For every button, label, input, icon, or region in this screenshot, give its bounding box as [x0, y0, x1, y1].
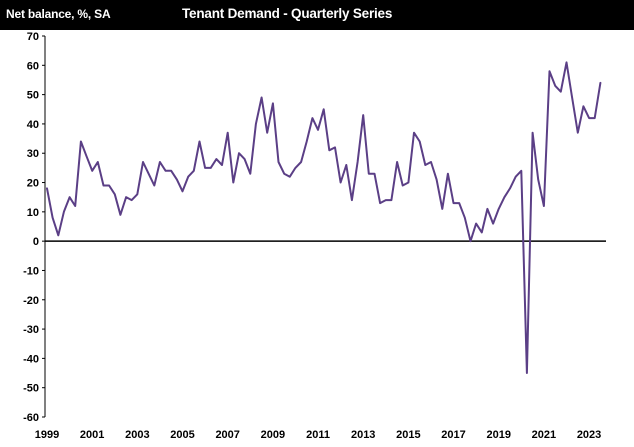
- x-tick-label: 2021: [532, 429, 556, 441]
- x-tick-label: 2015: [396, 429, 420, 441]
- x-tick-label: 2003: [125, 429, 149, 441]
- y-tick-label: -60: [23, 412, 39, 424]
- x-tick-label: 2001: [80, 429, 104, 441]
- y-tick-label: 70: [27, 31, 39, 43]
- x-tick-label: 2005: [170, 429, 194, 441]
- x-tick-label: 2009: [261, 429, 285, 441]
- y-tick-labels: 70 60 50 40 30 20 10 0 -10 -20 -30 -40 -50 -60: [23, 31, 45, 424]
- y-tick-label: 0: [33, 236, 39, 248]
- y-tick-label: -30: [23, 324, 39, 336]
- y-tick-label: 10: [27, 207, 39, 219]
- y-tick-label: 50: [27, 90, 39, 102]
- x-tick-label: 2023: [577, 429, 601, 441]
- x-tick-label: 1999: [35, 429, 59, 441]
- series-group: [46, 61, 602, 374]
- y-tick-label: -50: [23, 383, 39, 395]
- y-tick-label: 60: [27, 60, 39, 72]
- y-tick-label: 40: [27, 119, 39, 131]
- y-tick-label: 30: [27, 148, 39, 160]
- x-tick-label: 2013: [351, 429, 375, 441]
- x-tick-label: 2011: [306, 429, 330, 441]
- x-tick-label: 2017: [441, 429, 465, 441]
- y-axis-label: Net balance, %, SA: [6, 7, 111, 21]
- chart-title: Tenant Demand - Quarterly Series: [182, 6, 393, 21]
- y-tick-label: -20: [23, 295, 39, 307]
- y-tick-label: -10: [23, 265, 39, 277]
- x-tick-labels: 1999 2001 2003 2005 2007 2009 2011 2013 2015 2017…: [35, 429, 602, 441]
- x-tick-label: 2007: [215, 429, 239, 441]
- y-tick-label: -40: [23, 353, 39, 365]
- y-tick-label: 20: [27, 178, 39, 190]
- series-line: [46, 61, 602, 374]
- chart-header: Net balance, %, SA Tenant Demand - Quart…: [0, 0, 634, 30]
- x-tick-label: 2019: [486, 429, 510, 441]
